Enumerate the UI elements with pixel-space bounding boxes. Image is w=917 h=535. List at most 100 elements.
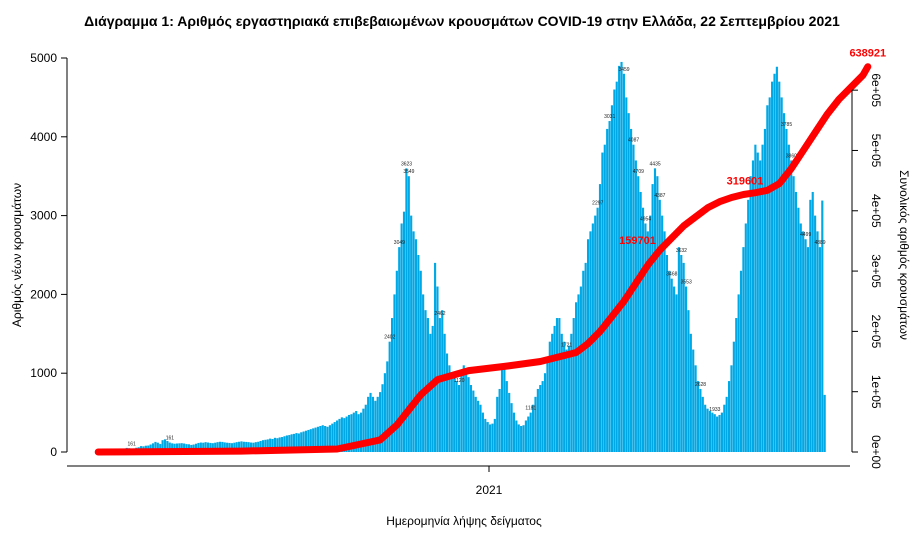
bar	[790, 160, 793, 452]
bar-data-label: 2462	[434, 311, 445, 317]
bar	[730, 365, 733, 452]
bar	[324, 426, 327, 452]
bar	[546, 357, 549, 452]
x-axis: 2021	[67, 465, 850, 497]
bar	[742, 247, 745, 452]
bar	[718, 414, 721, 452]
bar	[374, 400, 377, 452]
bar	[739, 270, 743, 452]
bar	[716, 416, 719, 452]
bar	[763, 128, 767, 453]
bar	[775, 66, 778, 452]
bar	[508, 392, 511, 452]
bar	[405, 168, 408, 452]
bar	[606, 128, 609, 453]
bar	[166, 440, 169, 452]
bar	[278, 437, 281, 452]
bar	[202, 442, 205, 452]
bar	[457, 385, 461, 452]
left-axis-tick-label: 1000	[30, 366, 57, 380]
bar	[493, 418, 496, 452]
bar	[692, 349, 695, 452]
bar	[548, 341, 551, 452]
bar	[656, 176, 659, 452]
bar-data-label: 725	[864, 0, 873, 2]
bar	[216, 442, 219, 452]
left-axis-tick-label: 2000	[30, 287, 57, 301]
bar	[247, 442, 250, 452]
bar	[529, 412, 532, 452]
bar	[632, 144, 635, 452]
bar	[527, 416, 530, 452]
bar	[393, 294, 396, 452]
bar-data-label: 1721	[561, 343, 572, 349]
bar	[410, 215, 413, 452]
bar	[450, 374, 453, 452]
bar	[175, 443, 179, 452]
bar	[608, 121, 611, 452]
bar	[297, 433, 300, 452]
bar	[402, 211, 406, 452]
bar	[233, 442, 236, 452]
x-axis-label: Ημερομηνία λήψης δείγματος	[386, 514, 542, 528]
bar	[281, 437, 284, 452]
bar	[257, 441, 260, 452]
bar	[230, 443, 233, 452]
bar	[613, 89, 616, 453]
bar	[254, 442, 257, 452]
bar	[319, 426, 322, 452]
bar	[180, 443, 183, 452]
right-axis-tick-label: 3e+05	[869, 254, 883, 288]
bar	[780, 97, 783, 453]
bar	[235, 442, 238, 452]
bar	[563, 341, 566, 452]
bar-data-label: 4086	[826, 0, 837, 2]
bar	[555, 318, 559, 452]
bar	[670, 278, 673, 452]
bar	[680, 255, 683, 452]
bar	[484, 418, 487, 452]
bar-data-label: 2297	[592, 201, 603, 207]
bar	[395, 270, 398, 452]
bar	[340, 417, 343, 452]
plot-area: 161 161 2402 3049 3623 3549 2462 1120 1181 1721 22…	[94, 0, 886, 456]
right-y-axis: 0e+00 1e+05 2e+05 3e+05 4e+05 5e+05 6e+05	[851, 73, 883, 469]
bar-data-label: 1933	[709, 407, 720, 413]
bar	[522, 425, 525, 452]
bar	[276, 438, 279, 452]
bar	[309, 429, 312, 452]
bar	[481, 412, 484, 452]
bar	[646, 231, 649, 452]
bar	[572, 318, 575, 452]
bar	[295, 433, 298, 452]
bar-data-label: 161	[127, 442, 136, 448]
bar	[778, 81, 781, 452]
bar	[455, 381, 458, 452]
bar	[362, 408, 365, 452]
bar	[352, 412, 355, 452]
bar	[223, 442, 226, 452]
bar	[747, 199, 750, 452]
bar	[163, 439, 167, 452]
bar-data-label: 4087	[628, 138, 639, 144]
bar	[419, 270, 422, 452]
bar	[326, 426, 329, 452]
bar	[347, 414, 351, 452]
bar	[151, 443, 155, 452]
bar	[156, 442, 159, 452]
bar	[331, 423, 334, 452]
bar	[465, 369, 468, 452]
bar	[388, 341, 391, 452]
bar	[756, 152, 759, 452]
bar	[811, 191, 814, 452]
bar	[505, 381, 508, 452]
bar	[768, 97, 771, 453]
bar	[214, 442, 217, 452]
bar	[732, 341, 735, 452]
bar	[723, 404, 726, 452]
bar	[266, 439, 269, 452]
cumulative-point-label: 159701	[619, 235, 656, 247]
bar	[367, 396, 370, 452]
bar	[211, 443, 214, 452]
left-axis-tick-label: 5000	[30, 51, 57, 65]
